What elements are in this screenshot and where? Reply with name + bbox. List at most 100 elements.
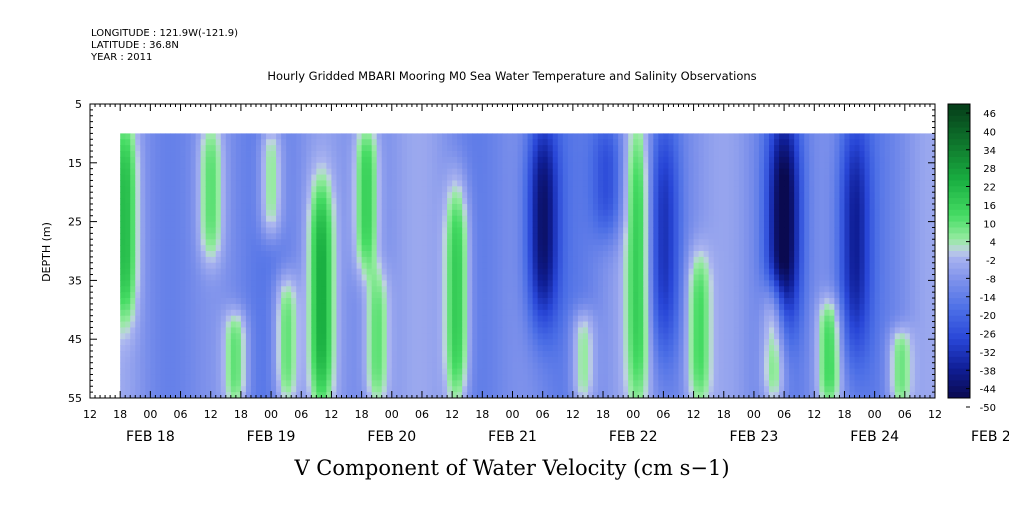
heatmap-cell — [552, 345, 559, 352]
heatmap-cell — [331, 350, 337, 358]
heatmap-cell — [381, 392, 388, 399]
heatmap-cell — [351, 298, 357, 305]
heatmap-cell — [145, 186, 151, 193]
heatmap-cell — [240, 380, 247, 387]
heatmap-cell — [603, 280, 609, 287]
heatmap-cell — [442, 356, 448, 364]
heatmap-cell — [547, 380, 554, 387]
heatmap-cell — [261, 203, 267, 211]
heatmap-cell — [286, 309, 292, 317]
heatmap-cell — [457, 227, 463, 234]
heatmap-cell — [608, 262, 614, 270]
heatmap-cell — [613, 133, 619, 140]
heatmap-cell — [240, 262, 247, 270]
heatmap-cell — [306, 239, 312, 246]
heatmap-cell — [582, 268, 589, 275]
heatmap-cell — [522, 339, 528, 346]
heatmap-cell — [306, 280, 312, 287]
heatmap-cell — [120, 374, 126, 381]
heatmap-cell — [623, 168, 629, 175]
heatmap-cell — [467, 239, 473, 246]
heatmap-cell — [230, 309, 237, 317]
heatmap-cell — [261, 151, 267, 158]
heatmap-cell — [286, 227, 292, 234]
heatmap-cell — [291, 321, 297, 328]
heatmap-cell — [663, 239, 669, 246]
heatmap-cell — [613, 245, 619, 252]
heatmap-cell — [623, 303, 629, 311]
heatmap-cell — [437, 162, 443, 170]
heatmap-cell — [522, 286, 528, 293]
heatmap-cell — [472, 133, 478, 140]
heatmap-cell — [185, 227, 191, 234]
heatmap-cell — [507, 339, 513, 346]
heatmap-cell — [426, 345, 433, 352]
heatmap-cell — [643, 245, 649, 252]
heatmap-cell — [135, 168, 141, 175]
heatmap-cell — [140, 227, 146, 234]
heatmap-cell — [245, 350, 252, 358]
heatmap-cell — [175, 245, 181, 252]
heatmap-cell — [557, 198, 564, 205]
heatmap-cell — [210, 298, 217, 305]
heatmap-cell — [391, 209, 398, 217]
heatmap-cell — [673, 233, 679, 240]
heatmap-cell — [195, 321, 202, 328]
heatmap-cell — [452, 309, 458, 317]
heatmap-cell — [250, 280, 257, 287]
heatmap-cell — [542, 192, 549, 199]
heatmap-cell — [507, 174, 513, 181]
heatmap-cell — [452, 356, 458, 364]
heatmap-cell — [562, 168, 569, 175]
heatmap-cell — [603, 327, 609, 334]
heatmap-cell — [411, 268, 418, 275]
heatmap-cell — [648, 251, 654, 258]
heatmap-cell — [281, 192, 287, 199]
heatmap-cell — [180, 162, 186, 170]
heatmap-cell — [381, 345, 388, 352]
heatmap-cell — [517, 221, 523, 228]
heatmap-cell — [180, 345, 186, 352]
heatmap-cell — [185, 198, 191, 205]
heatmap-cell — [608, 233, 614, 240]
heatmap-cell — [487, 292, 493, 299]
heatmap-cell — [175, 151, 181, 158]
heatmap-cell — [457, 251, 463, 258]
heatmap-cell — [235, 168, 242, 175]
heatmap-cell — [261, 345, 267, 352]
heatmap-cell — [577, 256, 584, 264]
heatmap-cell — [613, 303, 619, 311]
heatmap-cell — [527, 327, 534, 334]
heatmap-cell — [160, 262, 166, 270]
heatmap-cell — [271, 233, 277, 240]
heatmap-cell — [437, 180, 443, 187]
heatmap-cell — [281, 251, 287, 258]
heatmap-cell — [170, 315, 176, 322]
heatmap-cell — [477, 380, 483, 387]
heatmap-cell — [185, 145, 191, 152]
heatmap-cell — [210, 203, 217, 211]
heatmap-cell — [401, 333, 408, 340]
heatmap-cell — [592, 333, 599, 340]
heatmap-cell — [266, 256, 272, 264]
heatmap-cell — [562, 380, 569, 387]
heatmap-cell — [507, 251, 513, 258]
heatmap-cell — [185, 174, 191, 181]
heatmap-cell — [240, 227, 247, 234]
heatmap-cell — [160, 321, 166, 328]
heatmap-cell — [266, 186, 272, 193]
heatmap-cell — [381, 145, 388, 152]
heatmap-cell — [401, 256, 408, 264]
heatmap-cell — [215, 327, 222, 334]
heatmap-cell — [613, 268, 619, 275]
heatmap-cell — [125, 386, 131, 393]
heatmap-cell — [628, 203, 634, 211]
heatmap-cell — [401, 274, 408, 281]
heatmap-cell — [130, 239, 136, 246]
heatmap-cell — [396, 174, 403, 181]
heatmap-cell — [346, 186, 352, 193]
heatmap-cell — [608, 215, 614, 222]
heatmap-cell — [185, 327, 191, 334]
heatmap-cell — [276, 286, 282, 293]
